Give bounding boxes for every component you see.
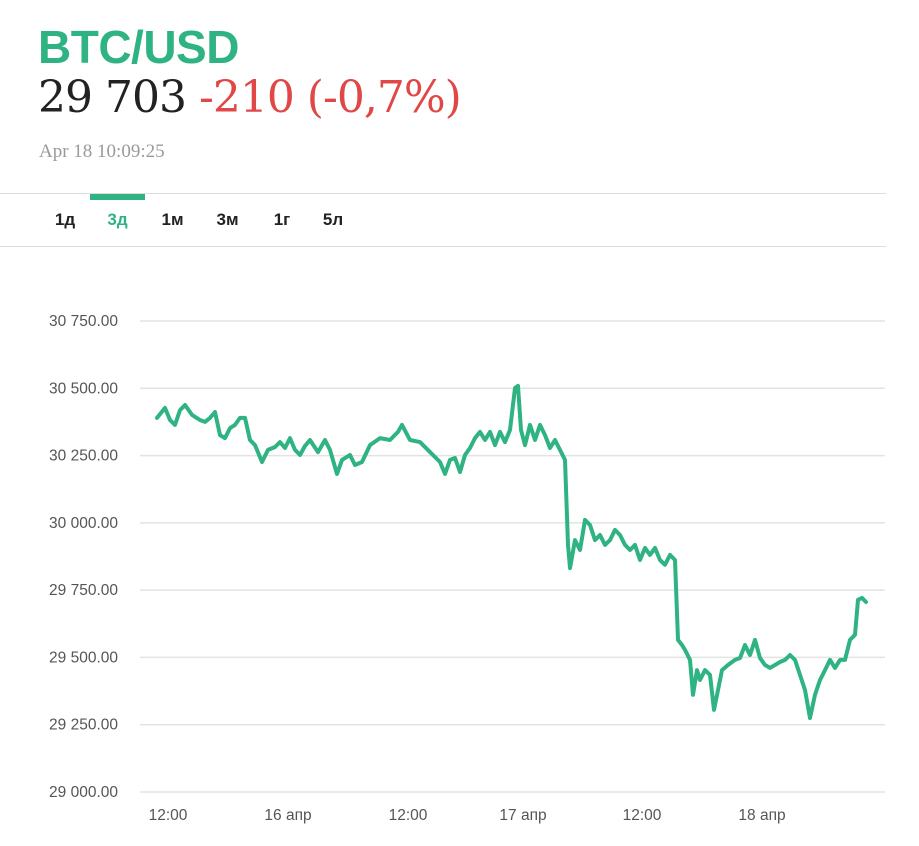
price-line: 29 703 -210 (-0,7%) bbox=[38, 72, 462, 123]
x-tick-label: 12:00 bbox=[623, 807, 662, 824]
x-tick-label: 18 апр bbox=[738, 807, 785, 824]
tab-5y[interactable]: 5л bbox=[322, 210, 344, 229]
current-price: 29 703 bbox=[38, 72, 187, 123]
tab-1m[interactable]: 1м bbox=[161, 210, 184, 229]
tab-1d[interactable]: 1д bbox=[54, 210, 76, 229]
y-tick-label: 29 500.00 bbox=[49, 649, 118, 666]
y-tick-label: 30 500.00 bbox=[49, 380, 118, 397]
instrument-title: BTC/USD bbox=[38, 21, 239, 73]
tab-3m[interactable]: 3м bbox=[216, 210, 239, 229]
tab-1y[interactable]: 1г bbox=[273, 210, 291, 229]
y-tick-label: 30 000.00 bbox=[49, 515, 118, 532]
y-tick-label: 29 000.00 bbox=[49, 784, 118, 801]
y-tick-label: 30 250.00 bbox=[49, 448, 118, 465]
x-tick-label: 17 апр bbox=[499, 807, 546, 824]
period-tabs: 1д 3д 1м 3м 1г 5л bbox=[0, 193, 886, 247]
y-tick-label: 30 750.00 bbox=[49, 313, 118, 330]
tab-3d[interactable]: 3д bbox=[90, 194, 145, 246]
y-tick-label: 29 750.00 bbox=[49, 582, 118, 599]
price-series-line bbox=[155, 383, 868, 720]
y-tick-label: 29 250.00 bbox=[49, 717, 118, 734]
x-tick-label: 16 апр bbox=[264, 807, 311, 824]
x-tick-label: 12:00 bbox=[149, 807, 188, 824]
price-change: -210 (-0,7%) bbox=[198, 72, 462, 123]
timestamp: Apr 18 10:09:25 bbox=[39, 141, 165, 162]
x-tick-label: 12:00 bbox=[389, 807, 428, 824]
